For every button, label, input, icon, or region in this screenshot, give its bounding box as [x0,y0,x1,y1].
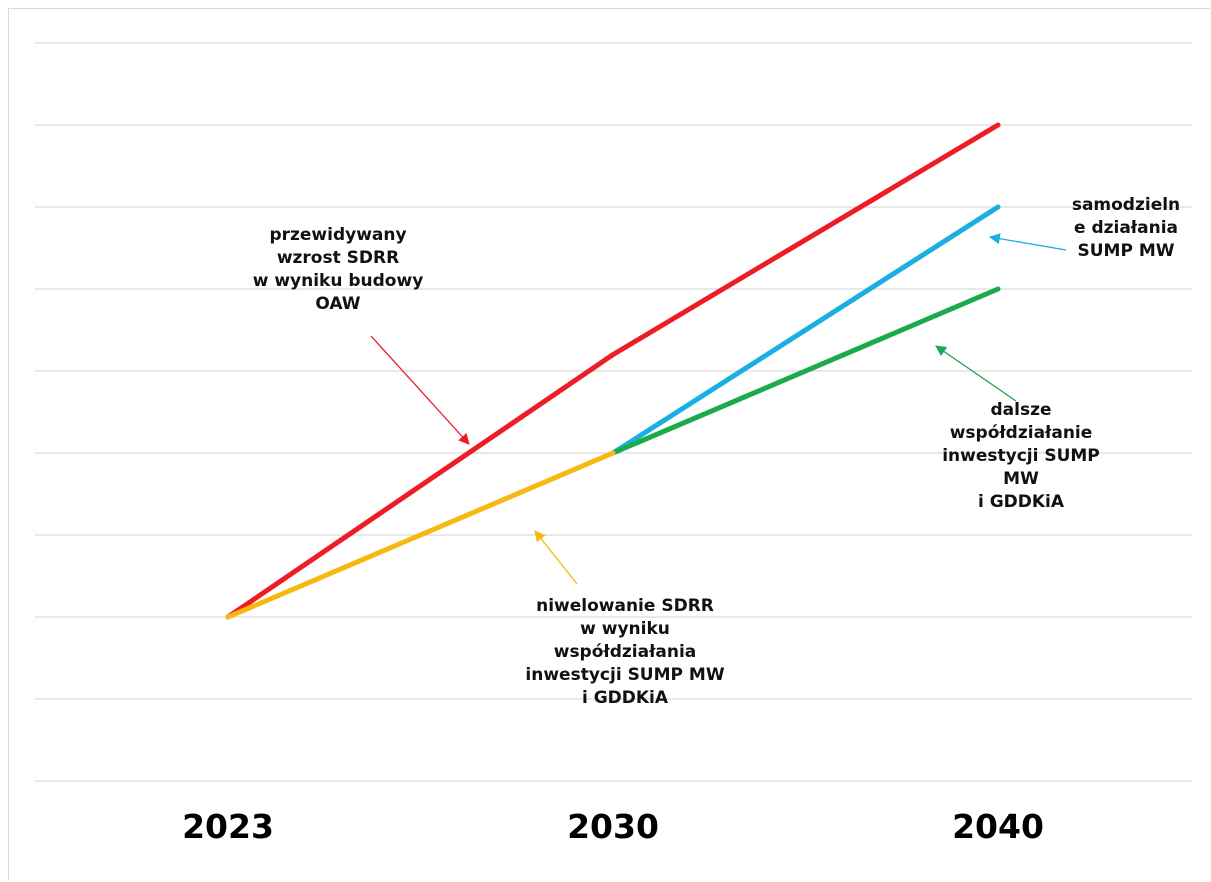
annotation-green-line: MW [1003,469,1039,489]
annotation-green-line: inwestycji SUMP [942,446,1100,466]
annotation-yellow-line: niwelowanie SDRR [536,596,714,616]
annotation-arrow-red [370,335,470,445]
annotation-green-line: współdziałanie [950,423,1093,443]
annotation-green-line: i GDDKiA [978,492,1065,512]
annotation-yellow-line: inwestycji SUMP MW [525,665,724,685]
annotation-green-line: dalsze [990,400,1051,420]
annotation-yellow-line: współdziałania [554,642,697,662]
x-tick-label: 2040 [952,807,1044,846]
annotation-arrow-yellow [534,530,578,585]
x-tick-label: 2030 [567,807,659,846]
series-line-green [610,286,1001,456]
annotation-blue-line: SUMP MW [1077,241,1174,261]
x-tick-label: 2023 [182,807,274,846]
annotation-blue-line: e działania [1074,218,1178,238]
annotation-red-line: w wyniku budowy [253,271,424,291]
chart-frame [8,8,1210,880]
annotation-red-line: przewidywany [269,225,406,245]
annotation-red-line: OAW [315,294,360,314]
annotation-blue-line: samodzieln [1072,195,1180,215]
series-line-yellow [225,450,616,620]
series-line-blue [610,204,1001,456]
annotation-arrow-blue [988,233,1067,251]
annotation-yellow-line: i GDDKiA [582,688,669,708]
series-line-red [225,122,1001,620]
annotation-arrow-green [935,345,1017,402]
annotation-red-line: wzrost SDRR [277,248,399,268]
annotation-yellow-line: w wyniku [580,619,670,639]
